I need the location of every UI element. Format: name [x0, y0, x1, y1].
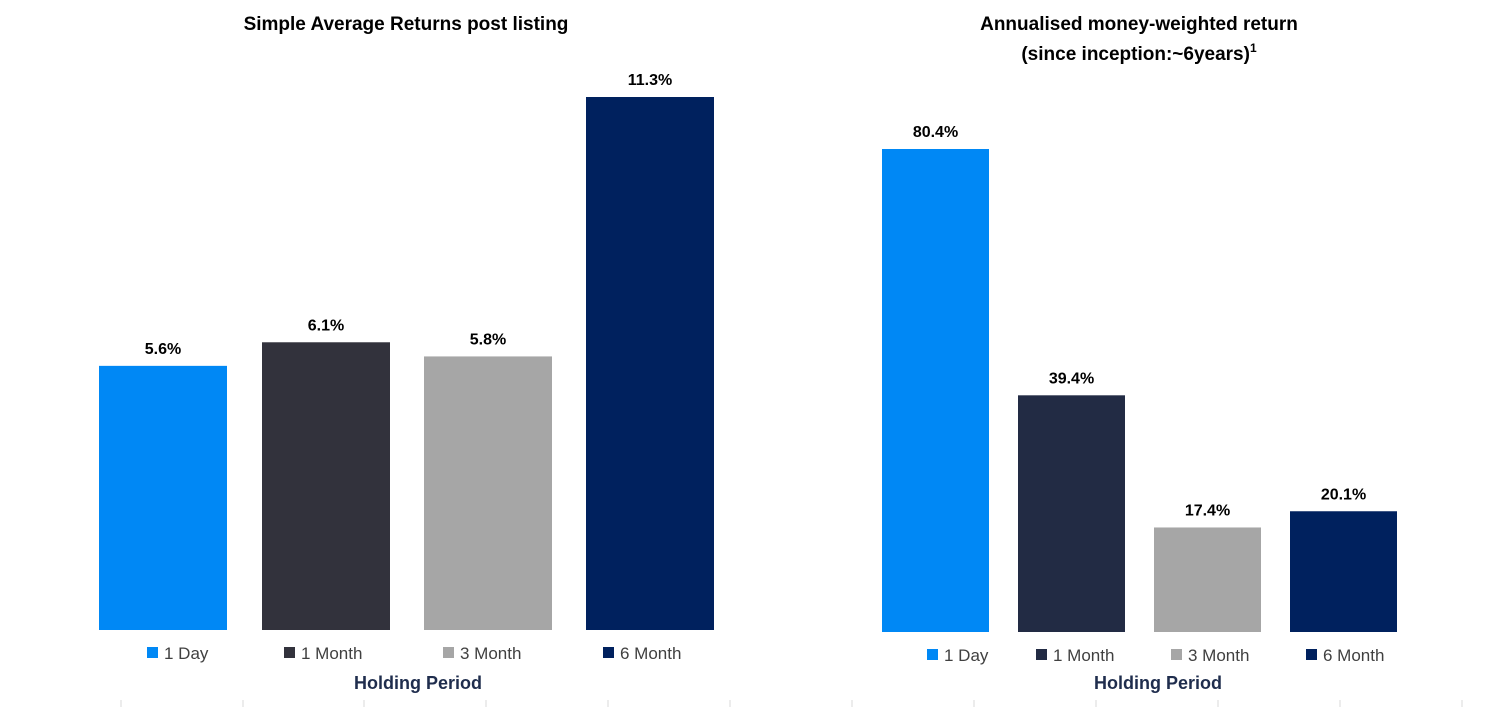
chart-1-legend-swatch-1-month [284, 647, 295, 658]
chart-1-data-labels: 5.6% 6.1% 5.8% 11.3% [145, 72, 672, 358]
chart-2-legend: 1 Day 1 Month 3 Month 6 Month [927, 646, 1384, 665]
chart-2-legend-label-3-month: 3 Month [1188, 646, 1249, 665]
chart-2-bar-3-month [1154, 527, 1261, 632]
chart-2-legend-swatch-1-month [1036, 649, 1047, 660]
chart-2-bars [882, 149, 1397, 632]
chart-1-data-label-6-month: 11.3% [628, 72, 672, 89]
chart-2-legend-label-1-month: 1 Month [1053, 646, 1114, 665]
chart-2-legend-swatch-6-month [1306, 649, 1317, 660]
chart-1-legend-label-6-month: 6 Month [620, 644, 681, 663]
chart-1-bar-3-month [424, 356, 552, 630]
chart-2-x-axis-title: Holding Period [1094, 673, 1222, 693]
chart-2-data-label-1-month: 39.4% [1049, 370, 1094, 387]
chart-1-legend-label-3-month: 3 Month [460, 644, 521, 663]
chart-2-legend-swatch-3-month [1171, 649, 1182, 660]
chart-1-bar-1-month [262, 342, 390, 630]
chart-2-subtitle-text: (since inception:~6years) [1021, 44, 1250, 65]
chart-1-data-label-1-day: 5.6% [145, 341, 181, 358]
chart-simple-average-returns: Simple Average Returns post listing 5.6%… [99, 14, 731, 707]
chart-1-bar-1-day [99, 365, 227, 630]
chart-1-legend: 1 Day 1 Month 3 Month 6 Month [147, 644, 681, 663]
chart-1-bars [99, 97, 714, 630]
chart-1-bottom-ticks [120, 700, 731, 707]
chart-2-subtitle-superscript: 1 [1250, 41, 1257, 55]
chart-1-legend-label-1-month: 1 Month [301, 644, 362, 663]
chart-2-legend-label-6-month: 6 Month [1323, 646, 1384, 665]
chart-1-legend-swatch-3-month [443, 647, 454, 658]
chart-1-data-label-1-month: 6.1% [308, 317, 344, 334]
chart-2-data-labels: 80.4% 39.4% 17.4% 20.1% [913, 124, 1366, 519]
chart-2-subtitle: (since inception:~6years)1 [1021, 41, 1257, 65]
chart-1-legend-swatch-6-month [603, 647, 614, 658]
chart-2-bar-1-month [1018, 395, 1125, 632]
chart-2-legend-label-1-day: 1 Day [944, 646, 989, 665]
chart-2-bottom-ticks [851, 700, 1463, 707]
chart-2-bar-1-day [882, 149, 989, 632]
chart-2-legend-swatch-1-day [927, 649, 938, 660]
chart-1-data-label-3-month: 5.8% [470, 331, 506, 348]
chart-1-legend-label-1-day: 1 Day [164, 644, 209, 663]
chart-2-data-label-3-month: 17.4% [1185, 502, 1230, 519]
chart-2-data-label-1-day: 80.4% [913, 124, 958, 141]
chart-2-title: Annualised money-weighted return [980, 14, 1298, 35]
chart-annualised-money-weighted-return: Annualised money-weighted return (since … [851, 14, 1463, 707]
chart-1-title: Simple Average Returns post listing [244, 14, 569, 35]
chart-1-bar-6-month [586, 97, 714, 630]
chart-1-legend-swatch-1-day [147, 647, 158, 658]
chart-1-x-axis-title: Holding Period [354, 673, 482, 693]
chart-2-bar-6-month [1290, 511, 1397, 632]
chart-2-data-label-6-month: 20.1% [1321, 486, 1366, 503]
